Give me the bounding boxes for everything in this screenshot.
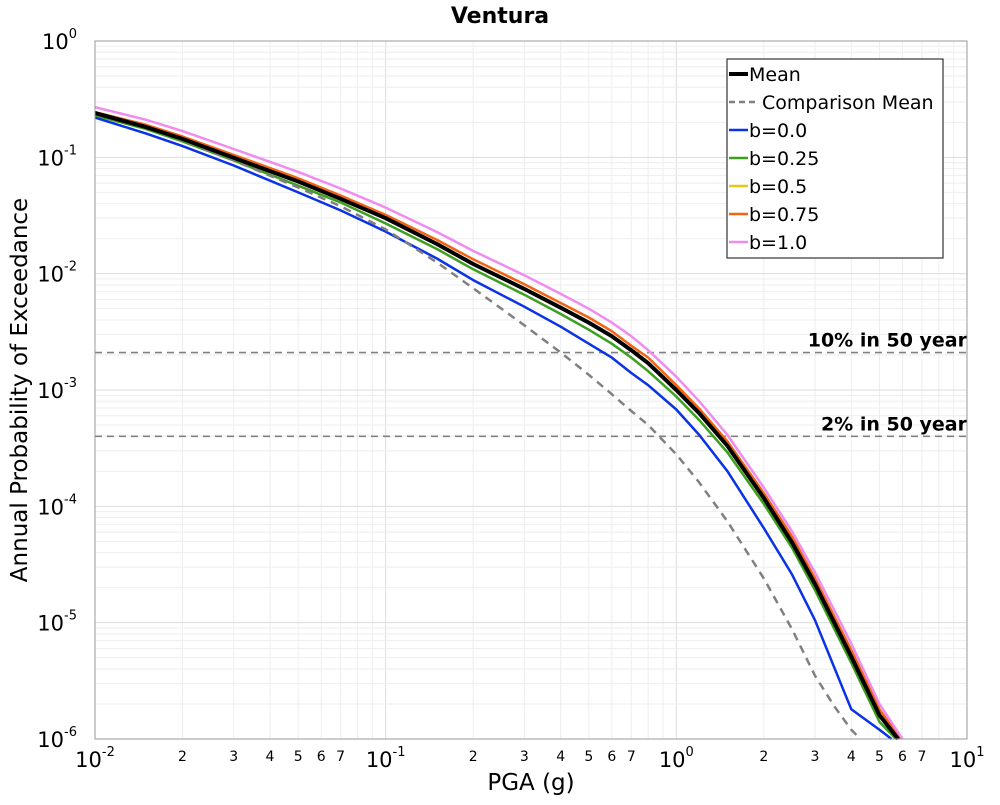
x-minor-tick-label: 2 bbox=[759, 749, 768, 765]
chart-title: Ventura bbox=[451, 4, 549, 29]
x-minor-tick-label: 5 bbox=[875, 749, 884, 765]
y-axis-label: Annual Probability of Exceedance bbox=[7, 198, 33, 582]
x-tick-label: 101 bbox=[949, 745, 984, 772]
legend-box bbox=[726, 58, 944, 259]
series-line-b-0-0 bbox=[94, 116, 893, 740]
series-line-b-0-75 bbox=[94, 110, 902, 740]
legend-label: b=1.0 bbox=[749, 232, 807, 254]
x-minor-tick-label: 3 bbox=[811, 749, 820, 765]
x-minor-tick-label: 3 bbox=[520, 749, 529, 765]
series-lines bbox=[94, 105, 904, 741]
x-tick-label: 10-1 bbox=[366, 745, 406, 772]
legend-label: b=0.0 bbox=[749, 120, 807, 142]
x-minor-tick-label: 2 bbox=[178, 749, 187, 765]
legend-label: b=0.75 bbox=[749, 204, 819, 226]
legend-label: b=0.25 bbox=[749, 148, 819, 170]
y-tick-label: 10-4 bbox=[37, 492, 77, 519]
series-line-comparison-mean bbox=[94, 112, 862, 740]
reference-line-label: 2% in 50 year bbox=[821, 413, 968, 435]
x-minor-tick-label: 3 bbox=[229, 749, 238, 765]
legend-label: Mean bbox=[749, 64, 801, 86]
x-minor-tick-label: 7 bbox=[918, 749, 927, 765]
x-axis-label: PGA (g) bbox=[487, 770, 574, 796]
x-minor-tick-label: 4 bbox=[556, 749, 565, 765]
series-line-b-1-0 bbox=[94, 105, 904, 740]
y-tick-label: 10-5 bbox=[37, 609, 77, 636]
y-tick-label: 10-3 bbox=[37, 376, 77, 403]
x-minor-tick-label: 6 bbox=[898, 749, 907, 765]
reference-line-label: 10% in 50 year bbox=[808, 330, 968, 352]
x-minor-tick-label: 7 bbox=[627, 749, 636, 765]
y-tick-label: 10-6 bbox=[37, 725, 77, 752]
x-minor-tick-label: 4 bbox=[847, 749, 856, 765]
legend-label: b=0.5 bbox=[749, 176, 807, 198]
x-minor-tick-label: 5 bbox=[294, 749, 303, 765]
plot-frame bbox=[94, 40, 968, 740]
x-minor-tick-label: 2 bbox=[469, 749, 478, 765]
y-tick-label: 10-1 bbox=[37, 143, 77, 170]
x-minor-tick-label: 6 bbox=[607, 749, 616, 765]
series-line-mean bbox=[94, 111, 900, 741]
series-line-b-0-25 bbox=[94, 114, 897, 740]
legend-label: Comparison Mean bbox=[762, 92, 934, 114]
x-minor-tick-label: 7 bbox=[336, 749, 345, 765]
legend: Mean Comparison Mean b=0.0 b=0.25 b=0.5 b=0.7… bbox=[726, 58, 944, 259]
y-tick-label: 100 bbox=[42, 27, 77, 54]
x-tick-label: 100 bbox=[659, 745, 694, 772]
y-tick-label: 10-2 bbox=[37, 260, 77, 287]
x-tick-label: 10-2 bbox=[75, 745, 115, 772]
reference-lines: 10% in 50 year 2% in 50 year bbox=[95, 330, 968, 438]
x-minor-tick-label: 5 bbox=[584, 749, 593, 765]
x-minor-tick-label: 6 bbox=[317, 749, 326, 765]
x-minor-tick-label: 4 bbox=[266, 749, 275, 765]
